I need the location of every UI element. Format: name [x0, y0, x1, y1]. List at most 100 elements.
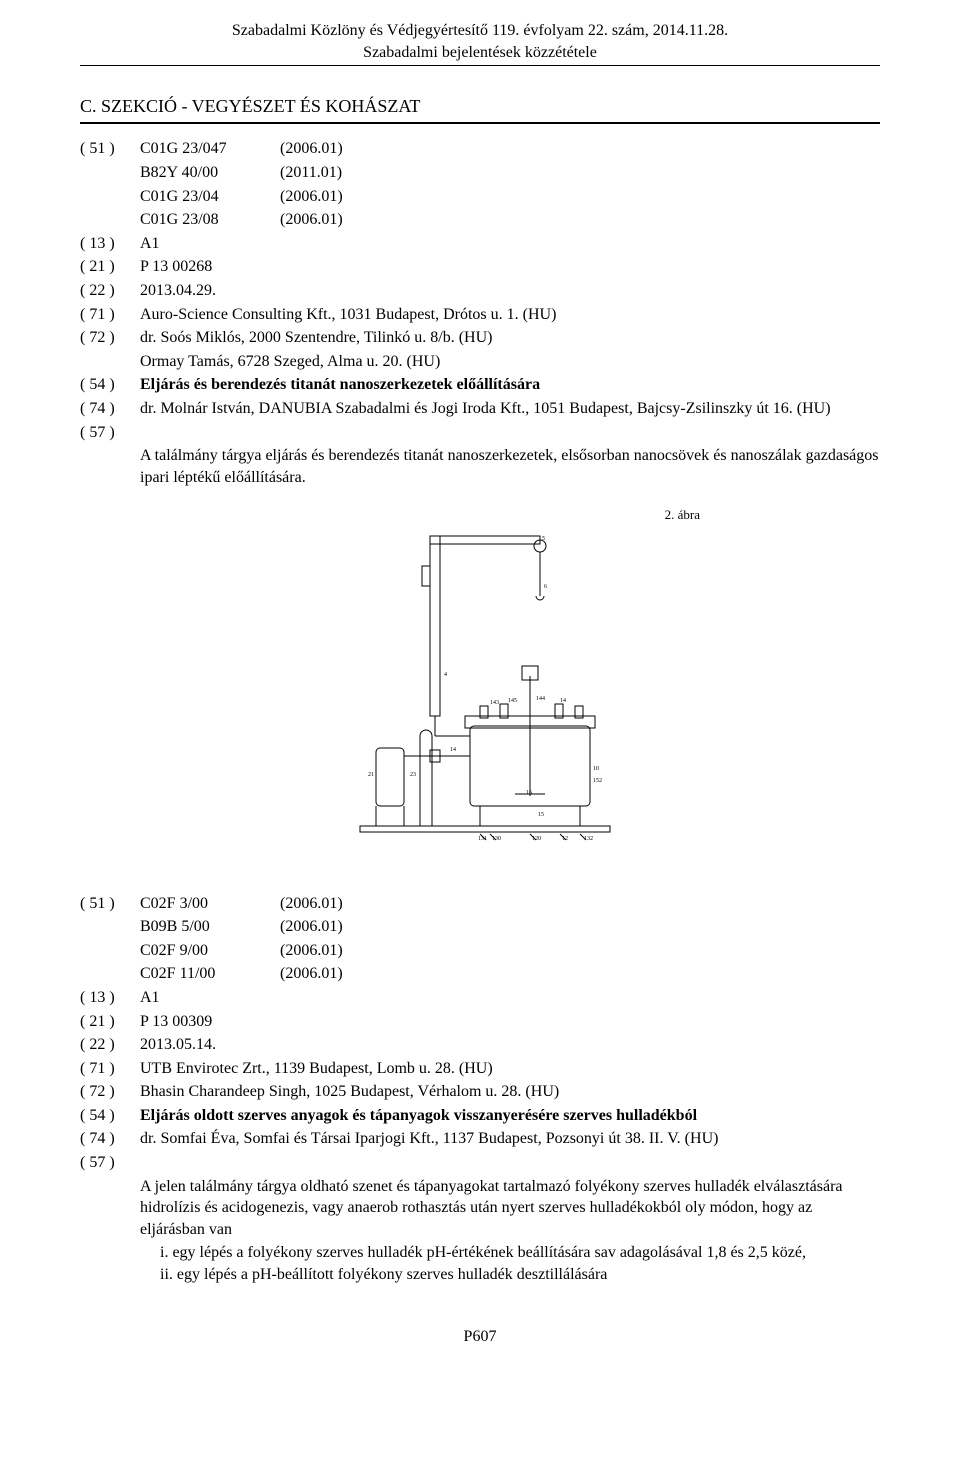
svg-text:5: 5 [542, 536, 545, 542]
field-text: 2013.05.14. [140, 1034, 880, 1056]
field-text: A1 [140, 987, 880, 1009]
inid-field: ( 71 )Auro-Science Consulting Kft., 1031… [80, 304, 880, 326]
field-text: P 13 00268 [140, 256, 880, 278]
inid-code: ( 54 ) [80, 374, 140, 396]
svg-text:144: 144 [536, 696, 545, 702]
field-text: Eljárás oldott szerves anyagok és tápany… [140, 1105, 880, 1127]
abstract-steps: i. egy lépés a folyékony szerves hulladé… [140, 1242, 880, 1285]
abstract-text: A jelen találmány tárgya oldható szenet … [140, 1176, 880, 1241]
svg-text:152: 152 [593, 778, 602, 784]
classification-line: B09B 5/00(2006.01) [140, 916, 880, 938]
class-year: (2006.01) [280, 209, 343, 231]
inid-field: ( 13 )A1 [80, 233, 880, 255]
svg-text:120: 120 [532, 836, 541, 842]
class-code: C02F 3/00 [140, 893, 280, 915]
inid-code: ( 51 ) [80, 893, 140, 915]
class-year: (2006.01) [280, 186, 343, 208]
figure-svg: 5 6 4 21 23 14 143 145 144 14 10 152 131… [330, 526, 630, 846]
inid-code: ( 71 ) [80, 304, 140, 326]
inid-field: ( 57 ) [80, 1152, 880, 1174]
inid-code: ( 21 ) [80, 1011, 140, 1033]
inid-code: ( 13 ) [80, 987, 140, 1009]
class-year: (2011.01) [280, 162, 342, 184]
svg-text:6: 6 [544, 584, 547, 590]
field-text: Ormay Tamás, 6728 Szeged, Alma u. 20. (H… [140, 353, 440, 370]
header-line-2: Szabadalmi bejelentések közzététele [80, 42, 880, 67]
section-rule [80, 122, 880, 124]
inid-field: ( 57 ) [80, 422, 880, 444]
inid-code: ( 57 ) [80, 422, 140, 444]
class-year: (2006.01) [280, 963, 343, 985]
field-text: dr. Somfai Éva, Somfai és Társai Iparjog… [140, 1128, 880, 1150]
inid-field: ( 71 )UTB Envirotec Zrt., 1139 Budapest,… [80, 1058, 880, 1080]
class-year: (2006.01) [280, 916, 343, 938]
field-text: P 13 00309 [140, 1011, 880, 1033]
inid-code: ( 57 ) [80, 1152, 140, 1174]
classification-line: C01G 23/04(2006.01) [140, 186, 880, 208]
inid-code: ( 74 ) [80, 1128, 140, 1150]
inid-code: ( 13 ) [80, 233, 140, 255]
svg-text:132: 132 [584, 836, 593, 842]
classification-line: ( 51 )C01G 23/047(2006.01) [80, 138, 880, 160]
svg-text:15: 15 [538, 812, 544, 818]
field-text: Eljárás és berendezés titanát nanoszerke… [140, 374, 880, 396]
classification-line: ( 51 )C02F 3/00(2006.01) [80, 893, 880, 915]
class-code: C02F 9/00 [140, 940, 280, 962]
field-text: Bhasin Charandeep Singh, 1025 Budapest, … [140, 1081, 880, 1103]
classification-line: C01G 23/08(2006.01) [140, 209, 880, 231]
svg-text:14: 14 [450, 747, 456, 753]
svg-text:143: 143 [490, 700, 499, 706]
inid-field: ( 72 )Bhasin Charandeep Singh, 1025 Buda… [80, 1081, 880, 1103]
abstract-step: i. egy lépés a folyékony szerves hulladé… [160, 1242, 880, 1264]
field-text [140, 422, 880, 444]
field-text: 2013.04.29. [140, 280, 880, 302]
patent-entry: ( 51 )C02F 3/00(2006.01)B09B 5/00(2006.0… [80, 893, 880, 1286]
svg-text:10: 10 [593, 766, 599, 772]
inid-code: ( 72 ) [80, 327, 140, 349]
class-year: (2006.01) [280, 940, 343, 962]
inid-field: ( 54 )Eljárás és berendezés titanát nano… [80, 374, 880, 396]
page-number: P607 [80, 1326, 880, 1348]
page: Szabadalmi Közlöny és Védjegyértesítő 11… [0, 0, 960, 1377]
svg-text:21: 21 [368, 772, 374, 778]
inid-field: ( 21 )P 13 00309 [80, 1011, 880, 1033]
svg-text:14: 14 [560, 698, 566, 704]
figure-image: 5 6 4 21 23 14 143 145 144 14 10 152 131… [80, 526, 880, 853]
field-continuation: Ormay Tamás, 6728 Szeged, Alma u. 20. (H… [140, 351, 880, 373]
svg-text:130: 130 [492, 836, 501, 842]
class-code: C02F 11/00 [140, 963, 280, 985]
class-code: C01G 23/04 [140, 186, 280, 208]
inid-field: ( 21 )P 13 00268 [80, 256, 880, 278]
field-text: dr. Molnár István, DANUBIA Szabadalmi és… [140, 398, 880, 420]
svg-text:16: 16 [526, 790, 532, 796]
header-line-1: Szabadalmi Közlöny és Védjegyértesítő 11… [80, 20, 880, 42]
inid-field: ( 74 )dr. Molnár István, DANUBIA Szabada… [80, 398, 880, 420]
classification-line: C02F 9/00(2006.01) [140, 940, 880, 962]
inid-code: ( 22 ) [80, 280, 140, 302]
inid-field: ( 74 )dr. Somfai Éva, Somfai és Társai I… [80, 1128, 880, 1150]
class-code: C01G 23/08 [140, 209, 280, 231]
section-title: C. SZEKCIÓ - VEGYÉSZET ÉS KOHÁSZAT [80, 94, 880, 118]
inid-field: ( 22 )2013.04.29. [80, 280, 880, 302]
inid-code: ( 71 ) [80, 1058, 140, 1080]
field-text: A1 [140, 233, 880, 255]
svg-text:4: 4 [444, 672, 447, 678]
class-year: (2006.01) [280, 893, 343, 915]
figure-block: 2. ábra [80, 506, 880, 852]
classification-line: B82Y 40/00(2011.01) [140, 162, 880, 184]
field-text [140, 1152, 880, 1174]
field-text: Auro-Science Consulting Kft., 1031 Budap… [140, 304, 880, 326]
abstract-step: ii. egy lépés a pH-beállított folyékony … [160, 1264, 880, 1286]
abstract-text: A találmány tárgya eljárás és berendezés… [140, 445, 880, 488]
inid-field: ( 22 )2013.05.14. [80, 1034, 880, 1056]
figure-caption: 2. ábra [80, 506, 700, 524]
inid-code: ( 51 ) [80, 138, 140, 160]
inid-code: ( 22 ) [80, 1034, 140, 1056]
inid-field: ( 13 )A1 [80, 987, 880, 1009]
svg-text:12: 12 [562, 836, 568, 842]
inid-field: ( 54 )Eljárás oldott szerves anyagok és … [80, 1105, 880, 1127]
field-text: UTB Envirotec Zrt., 1139 Budapest, Lomb … [140, 1058, 880, 1080]
classification-line: C02F 11/00(2006.01) [140, 963, 880, 985]
inid-code: ( 21 ) [80, 256, 140, 278]
patent-entry: ( 51 )C01G 23/047(2006.01)B82Y 40/00(201… [80, 138, 880, 852]
